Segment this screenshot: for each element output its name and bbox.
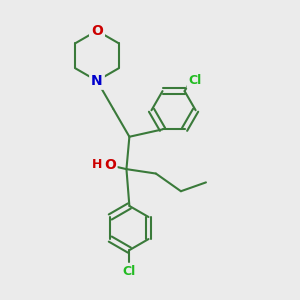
Text: O: O	[104, 158, 116, 172]
Text: N: N	[91, 74, 103, 88]
Text: O: O	[91, 24, 103, 38]
Text: Cl: Cl	[188, 74, 202, 87]
Text: Cl: Cl	[123, 265, 136, 278]
Text: H: H	[92, 158, 102, 171]
